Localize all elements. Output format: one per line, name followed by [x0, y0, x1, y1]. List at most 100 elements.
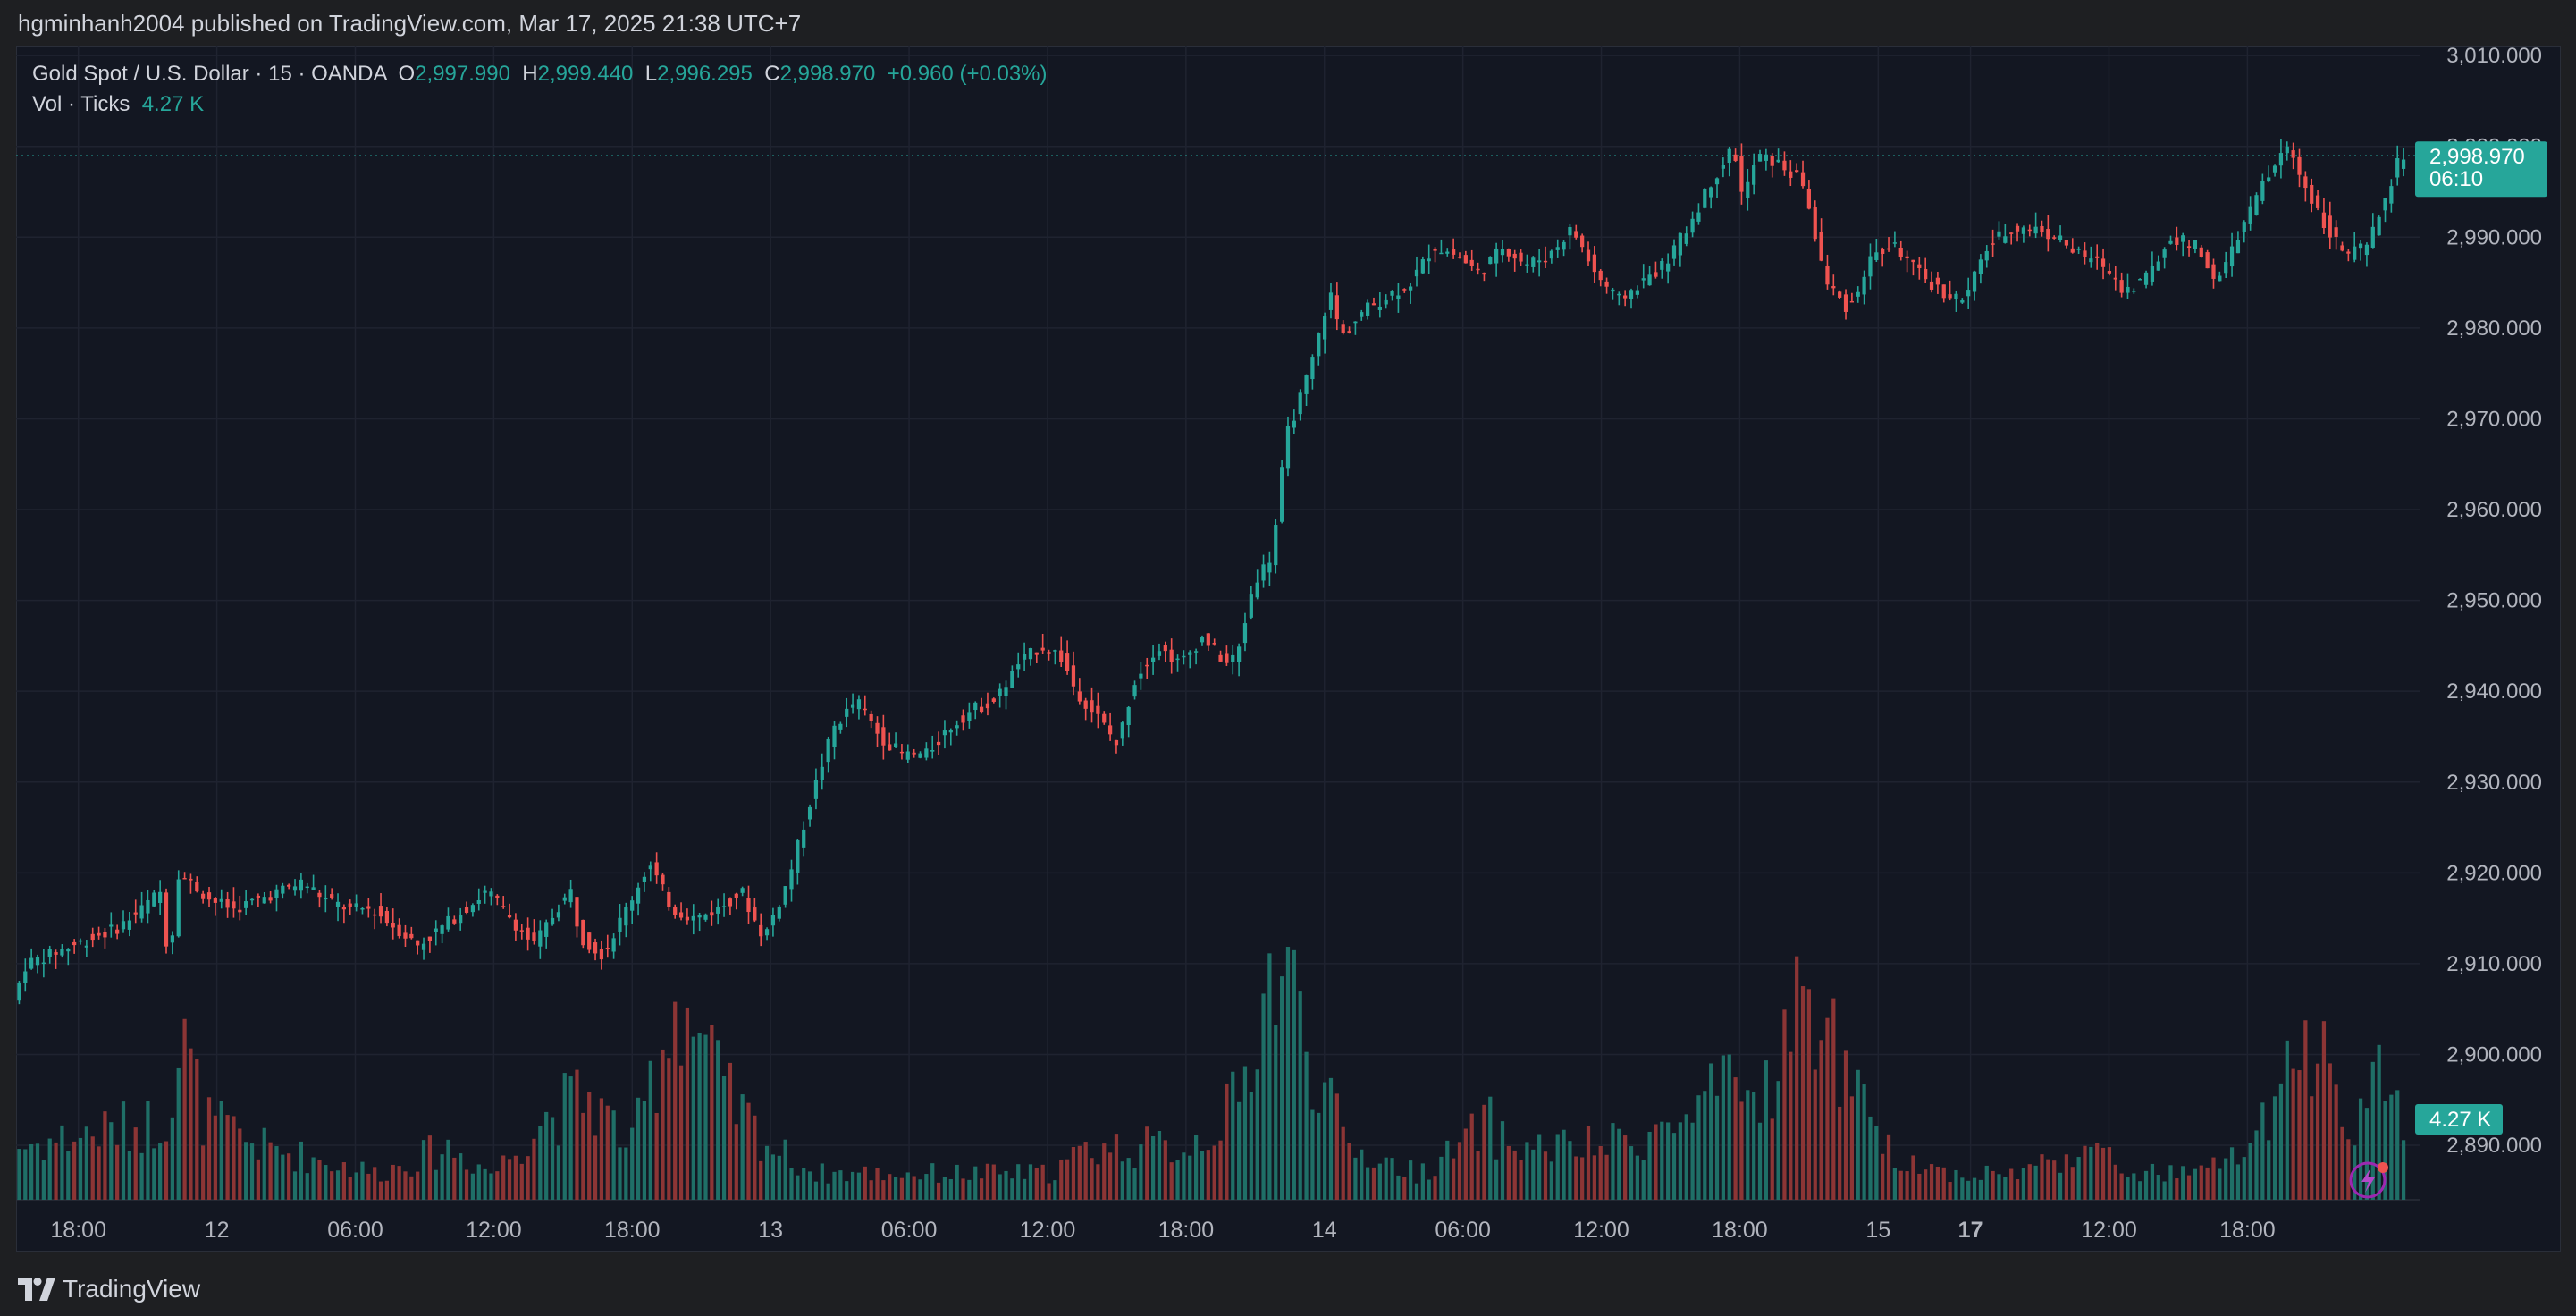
volume-bar: [1390, 1158, 1394, 1200]
candle-body: [513, 919, 518, 931]
volume-bar: [593, 1135, 598, 1200]
candle-body: [2021, 227, 2026, 234]
volume-bar: [1838, 1106, 1842, 1200]
volume-bar: [526, 1156, 530, 1200]
candle-body: [139, 905, 144, 919]
volume-bar: [2089, 1146, 2093, 1200]
volume-bar: [262, 1127, 266, 1200]
volume-bar: [2346, 1139, 2351, 1200]
volume-bar: [348, 1177, 352, 1200]
candle-body: [1555, 247, 1560, 250]
candle-body: [770, 915, 776, 926]
candle-body: [1898, 247, 1903, 257]
candle-body: [1090, 700, 1094, 713]
time-tick-label: 12:00: [466, 1218, 522, 1243]
volume-bar: [1795, 956, 1799, 1200]
candle-body: [624, 907, 628, 926]
candle-body: [2242, 222, 2246, 232]
candle-body: [888, 744, 892, 751]
chart-canvas[interactable]: 3,010.0003,000.0002,990.0002,980.0002,97…: [16, 46, 2561, 1252]
volume-bar: [1580, 1157, 1585, 1200]
volume-bar: [146, 1101, 150, 1200]
candle-body: [195, 882, 199, 892]
candle-body: [2218, 275, 2222, 282]
volume-bar: [115, 1144, 120, 1200]
volume-bar: [918, 1179, 922, 1200]
candle-body: [1341, 324, 1345, 333]
volume-bar: [495, 1171, 500, 1200]
volume-bar: [29, 1143, 34, 1200]
symbol-title[interactable]: Gold Spot / U.S. Dollar · 15 · OANDA: [32, 62, 387, 86]
volume-bar: [2064, 1154, 2069, 1200]
candle-body: [1746, 181, 1750, 198]
volume-bar: [409, 1176, 414, 1200]
volume-bar: [2058, 1172, 2063, 1200]
candle-body: [1280, 467, 1284, 522]
candle-body: [164, 892, 169, 947]
candle-body: [1107, 725, 1113, 735]
volume-bar: [274, 1146, 279, 1200]
volume-bar: [1157, 1130, 1162, 1200]
candle-body: [1641, 278, 1646, 281]
candle-body: [452, 919, 457, 924]
volume-bar: [556, 1145, 561, 1200]
volume-bar: [648, 1060, 652, 1200]
volume-bar: [1488, 1096, 1493, 1200]
volume-bar: [924, 1174, 929, 1200]
candle-body: [317, 892, 322, 898]
volume-bar: [642, 1101, 647, 1200]
candle-body: [391, 923, 395, 928]
volume-bar: [893, 1177, 898, 1200]
volume-bar: [2083, 1145, 2087, 1200]
candle-body: [998, 688, 1002, 696]
candle-body: [642, 876, 647, 882]
candle-body: [721, 906, 727, 907]
candle-body: [158, 891, 163, 903]
volume-bar: [1071, 1147, 1076, 1200]
volume-bar: [961, 1178, 965, 1200]
candle-body: [759, 924, 763, 937]
candle-body: [2254, 195, 2259, 215]
candle-body: [1941, 284, 1946, 299]
volume-bar: [1096, 1164, 1100, 1200]
volume-bar: [164, 1141, 169, 1200]
price-tick-label: 2,950.000: [2446, 589, 2542, 613]
volume-bar: [1083, 1142, 1088, 1200]
volume-bar: [1163, 1140, 1167, 1200]
tradingview-logo[interactable]: TradingView: [18, 1262, 200, 1316]
volume-bar: [317, 1160, 322, 1200]
candle-body: [1549, 250, 1553, 259]
volume-bar: [1261, 993, 1266, 1200]
candle-body: [2138, 279, 2142, 281]
volume-bar: [2040, 1154, 2044, 1200]
candle-body: [796, 840, 800, 873]
volume-bar: [685, 1007, 690, 1200]
volume-bar: [716, 1040, 720, 1200]
volume-bar: [2321, 1021, 2327, 1200]
volume-bar: [636, 1097, 641, 1200]
volume-bar: [942, 1177, 947, 1200]
candle-body: [17, 982, 21, 1001]
candle-body: [1623, 295, 1628, 299]
volume-bar: [2358, 1098, 2363, 1200]
volume-bar: [330, 1171, 334, 1200]
candle-body: [1469, 259, 1474, 266]
volume-bar: [54, 1142, 58, 1200]
candle-body: [354, 903, 358, 907]
volume-bar: [1102, 1143, 1107, 1200]
lightning-icon[interactable]: [2349, 1161, 2388, 1199]
candle-body: [2205, 252, 2210, 269]
candle-body: [1494, 248, 1499, 264]
candle-body: [1476, 268, 1480, 271]
candle-body: [2383, 198, 2387, 211]
volume-indicator-label[interactable]: Vol · Ticks: [32, 92, 130, 116]
volume-bar: [2285, 1040, 2289, 1200]
volume-bar: [1635, 1155, 1639, 1200]
volume-bar: [416, 1171, 420, 1200]
candle-body: [1874, 252, 1879, 260]
volume-bar: [930, 1163, 935, 1200]
candle-body: [483, 890, 487, 893]
candle-body: [507, 915, 512, 918]
volume-bar: [66, 1151, 71, 1200]
candle-body: [1414, 269, 1419, 277]
